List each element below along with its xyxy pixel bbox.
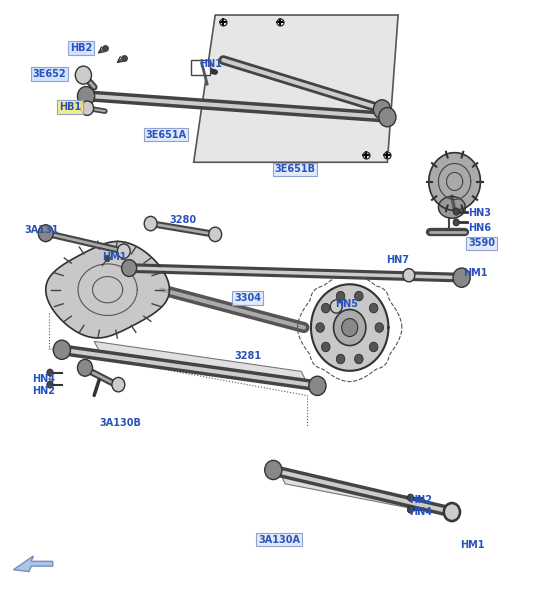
Circle shape [77, 87, 95, 106]
Circle shape [47, 381, 53, 388]
Circle shape [355, 291, 363, 301]
Circle shape [265, 460, 282, 480]
Polygon shape [46, 242, 169, 338]
Circle shape [355, 354, 363, 364]
Circle shape [322, 342, 330, 352]
Circle shape [403, 269, 415, 282]
Circle shape [453, 208, 459, 215]
Text: 3280: 3280 [169, 215, 196, 225]
Circle shape [81, 101, 94, 115]
Text: HN3: HN3 [468, 209, 491, 218]
Text: HM1: HM1 [460, 540, 485, 550]
Polygon shape [438, 197, 465, 218]
Circle shape [369, 342, 378, 352]
Circle shape [369, 304, 378, 313]
Text: 3A131: 3A131 [24, 225, 59, 235]
Circle shape [47, 369, 53, 376]
Circle shape [75, 66, 91, 84]
Text: 3A130B: 3A130B [100, 418, 141, 428]
Circle shape [453, 268, 470, 287]
FancyBboxPatch shape [191, 60, 210, 75]
Circle shape [144, 216, 157, 231]
Circle shape [322, 304, 330, 313]
Text: HM1: HM1 [102, 252, 127, 261]
Polygon shape [311, 284, 388, 371]
Text: HN7: HN7 [386, 255, 409, 265]
Circle shape [407, 506, 414, 513]
Circle shape [77, 359, 93, 376]
Circle shape [336, 354, 345, 364]
Circle shape [53, 340, 70, 359]
Text: 3E651B: 3E651B [274, 165, 315, 174]
Circle shape [105, 255, 110, 261]
Text: HN2: HN2 [409, 495, 432, 505]
Text: HN6: HN6 [468, 224, 491, 233]
Circle shape [453, 219, 459, 226]
Text: 3281: 3281 [234, 351, 261, 361]
Text: HB2: HB2 [70, 43, 92, 53]
Circle shape [342, 319, 358, 337]
Circle shape [330, 300, 342, 313]
Circle shape [209, 227, 222, 242]
Polygon shape [13, 556, 53, 572]
Polygon shape [194, 15, 398, 162]
Circle shape [379, 108, 396, 127]
Circle shape [336, 291, 345, 301]
Text: 3A130A: 3A130A [258, 535, 300, 545]
Circle shape [38, 225, 53, 242]
Circle shape [443, 502, 461, 522]
Text: HN4: HN4 [32, 374, 55, 383]
Text: 3E651A: 3E651A [145, 130, 186, 139]
Text: 3E652: 3E652 [32, 69, 66, 79]
Text: 3590: 3590 [468, 239, 495, 248]
Text: HN5: HN5 [335, 299, 358, 309]
Circle shape [122, 260, 137, 276]
Text: HB1: HB1 [59, 102, 81, 112]
Circle shape [373, 100, 391, 119]
Text: HN2: HN2 [32, 386, 55, 395]
Text: HM1: HM1 [463, 269, 487, 278]
Text: 3304: 3304 [234, 293, 261, 303]
Circle shape [117, 244, 130, 258]
Circle shape [334, 310, 366, 346]
Circle shape [316, 323, 324, 332]
Polygon shape [429, 153, 480, 210]
Polygon shape [280, 472, 430, 512]
Circle shape [407, 494, 414, 501]
Text: HN4: HN4 [409, 507, 432, 517]
Circle shape [375, 323, 384, 332]
Circle shape [309, 376, 326, 395]
Text: HN1: HN1 [199, 59, 222, 69]
Circle shape [112, 377, 125, 392]
Polygon shape [94, 341, 308, 385]
Circle shape [444, 504, 459, 520]
